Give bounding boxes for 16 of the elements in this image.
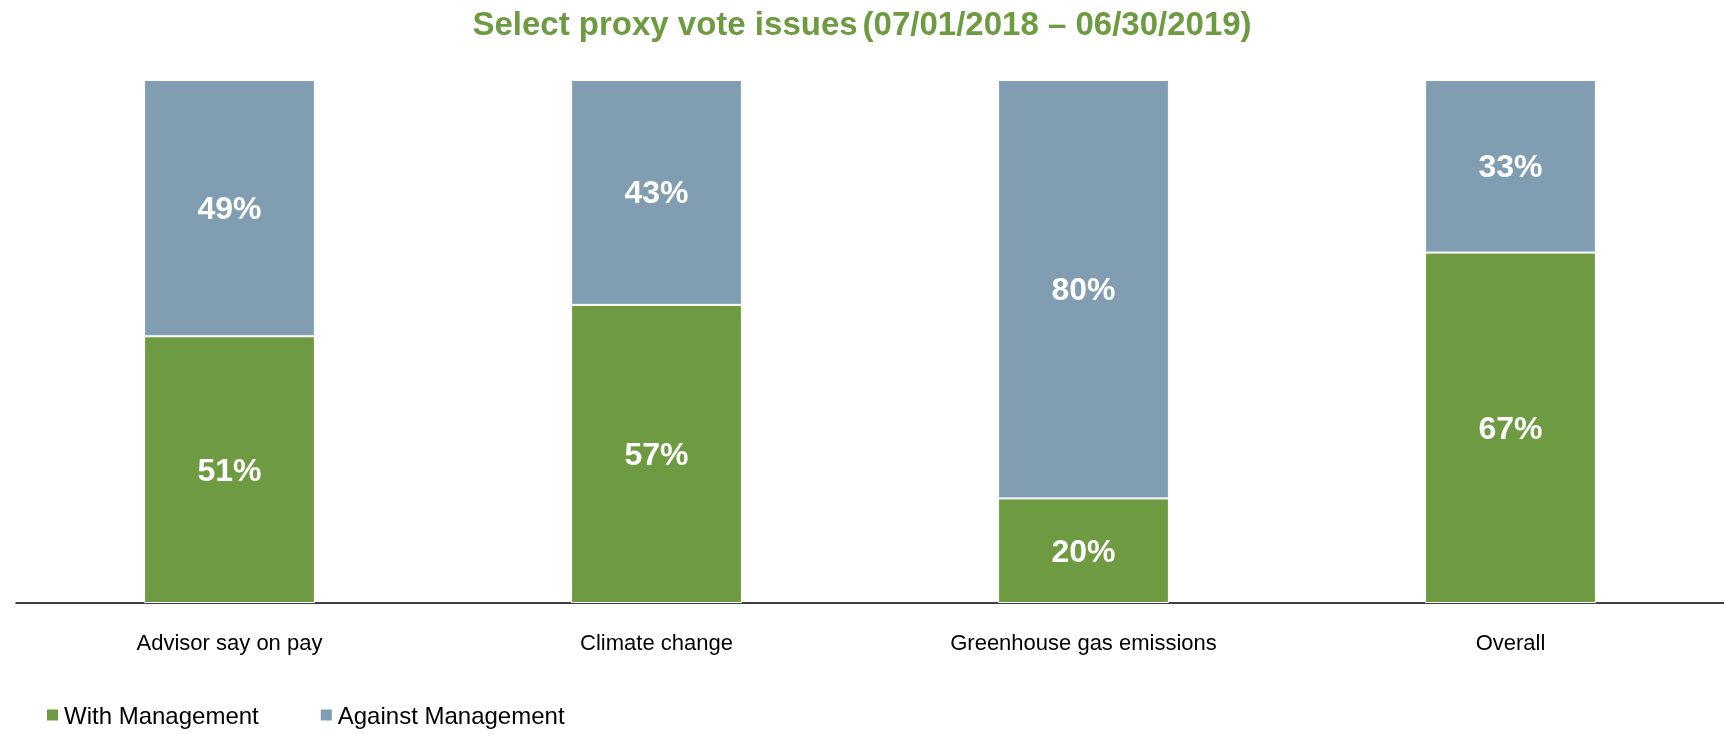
x-tick-label: Climate change <box>580 629 733 655</box>
data-label: 33% <box>1478 148 1543 185</box>
chart-title: Select proxy vote issues <box>472 5 858 42</box>
legend-label: Against Management <box>337 701 565 729</box>
legend-label: With Management <box>64 701 260 729</box>
data-label: 43% <box>624 174 689 211</box>
x-tick-label: Overall <box>1475 629 1546 655</box>
x-tick-label: Advisor say on pay <box>136 629 323 655</box>
data-label: 51% <box>197 451 262 488</box>
data-label: 20% <box>1051 532 1116 569</box>
x-tick-label: Greenhouse gas emissions <box>950 629 1217 655</box>
data-label: 49% <box>197 190 262 227</box>
data-label: 67% <box>1478 409 1543 446</box>
data-label: 80% <box>1051 271 1116 308</box>
chart-subtitle: (07/01/2018 – 06/30/2019) <box>862 5 1252 42</box>
data-label: 57% <box>624 435 689 472</box>
